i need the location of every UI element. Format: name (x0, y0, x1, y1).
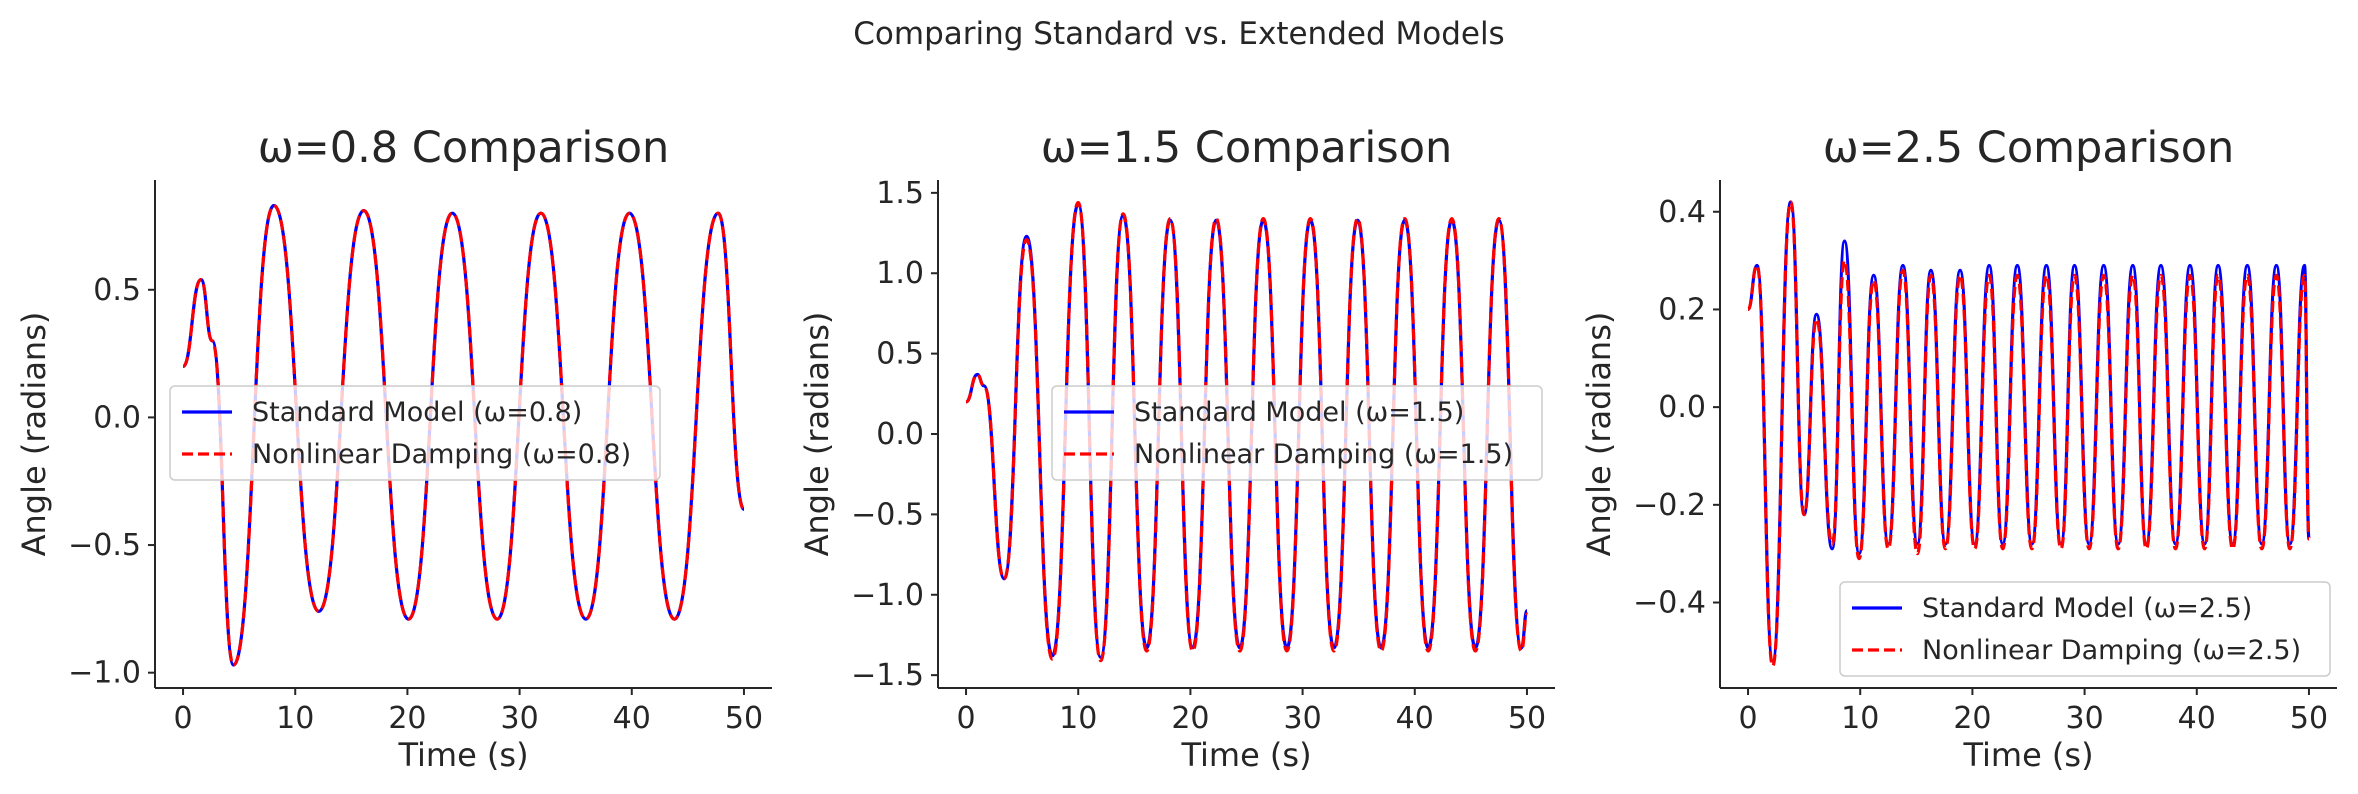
chart1-x-tick-label: 20 (388, 701, 426, 736)
chart1-x-axis-label: Time (s) (397, 736, 528, 774)
chart3-y-axis-label: Angle (radians) (1580, 312, 1618, 557)
chart2-y-axis-label: Angle (radians) (798, 312, 836, 557)
chart3-legend-box (1839, 581, 2331, 677)
chart1-legend-box (169, 385, 661, 481)
figure-suptitle: Comparing Standard vs. Extended Models (853, 16, 1504, 52)
chart3-legend-label-2: Nonlinear Damping (ω=2.5) (1922, 635, 2301, 666)
chart3-x-tick-label: 30 (2065, 701, 2103, 736)
chart3-title: ω=2.5 Comparison (1823, 123, 2235, 173)
chart1-y-tick-label: −0.5 (68, 528, 141, 563)
chart3-x-tick-label: 50 (2290, 701, 2328, 736)
chart2-x-tick-label: 30 (1283, 701, 1321, 736)
chart2-y-tick-label: 0.5 (876, 337, 924, 372)
chart3-y-tick-label: −0.4 (1633, 586, 1706, 621)
chart1-x-tick-label: 40 (613, 701, 651, 736)
chart1-x-tick-label: 10 (276, 701, 314, 736)
chart2-legend: Standard Model (ω=1.5) Nonlinear Damping … (1051, 385, 1543, 481)
chart2-y-tick-label: −0.5 (851, 497, 924, 532)
chart2-x-tick-label: 10 (1059, 701, 1097, 736)
chart1-title: ω=0.8 Comparison (258, 123, 670, 173)
chart3-x-tick-label: 20 (1953, 701, 1991, 736)
chart1-y-tick-label: 0.0 (93, 400, 141, 435)
chart1-x-tick-label: 30 (500, 701, 538, 736)
chart2-legend-box (1051, 385, 1543, 481)
chart2-x-axis-label: Time (s) (1180, 736, 1311, 774)
chart2-x-tick-label: 0 (956, 701, 975, 736)
chart2-y-tick-label: 1.5 (876, 176, 924, 211)
chart1-legend: Standard Model (ω=0.8) Nonlinear Damping … (169, 385, 661, 481)
chart2-panel: ω=1.5 Comparison 0 10 20 30 40 50 −1.5 −1.0 −0.5 0… (798, 123, 1555, 774)
chart2-y-tick-label: −1.5 (851, 658, 924, 693)
chart2-x-tick-label: 20 (1171, 701, 1209, 736)
chart1-y-tick-label: 0.5 (93, 273, 141, 308)
chart1-legend-label-1: Standard Model (ω=0.8) (252, 397, 582, 428)
chart2-legend-label-2: Nonlinear Damping (ω=1.5) (1134, 439, 1513, 470)
chart3-y-tick-label: −0.2 (1633, 488, 1706, 523)
chart2-x-tick-label: 40 (1396, 701, 1434, 736)
chart1-x-tick-label: 0 (173, 701, 192, 736)
chart3-x-tick-label: 10 (1841, 701, 1879, 736)
chart3-legend-label-1: Standard Model (ω=2.5) (1922, 593, 2252, 624)
chart3-y-tick-label: 0.0 (1658, 390, 1706, 425)
chart1-panel: ω=0.8 Comparison 0 10 20 30 40 50 −1.0 −0.5 0.0 0.… (15, 123, 772, 774)
chart1-x-tick-label: 50 (725, 701, 763, 736)
chart2-y-tick-label: 0.0 (876, 417, 924, 452)
subplot-panels: ω=0.8 Comparison 0 10 20 30 40 50 −1.0 −0.5 0.0 0.… (15, 123, 2337, 774)
chart2-legend-label-1: Standard Model (ω=1.5) (1134, 397, 1464, 428)
chart3-legend: Standard Model (ω=2.5) Nonlinear Damping … (1839, 581, 2331, 677)
chart3-panel: ω=2.5 Comparison 0 10 20 30 40 50 −0.4 −0.2 0.0 0.… (1580, 123, 2337, 774)
chart3-x-tick-label: 0 (1738, 701, 1757, 736)
chart3-series-nonlinear-damping (1746, 200, 2311, 668)
chart2-x-tick-label: 50 (1508, 701, 1546, 736)
chart1-legend-label-2: Nonlinear Damping (ω=0.8) (252, 439, 631, 470)
chart2-title: ω=1.5 Comparison (1041, 123, 1453, 173)
chart2-y-tick-label: −1.0 (851, 578, 924, 613)
chart3-y-tick-label: 0.2 (1658, 292, 1706, 327)
chart2-y-tick-label: 1.0 (876, 256, 924, 291)
chart1-y-axis-label: Angle (radians) (15, 312, 53, 557)
chart1-y-tick-label: −1.0 (68, 656, 141, 691)
chart3-x-axis-label: Time (s) (1962, 736, 2093, 774)
chart3-x-tick-label: 40 (2178, 701, 2216, 736)
chart3-y-tick-label: 0.4 (1658, 195, 1706, 230)
